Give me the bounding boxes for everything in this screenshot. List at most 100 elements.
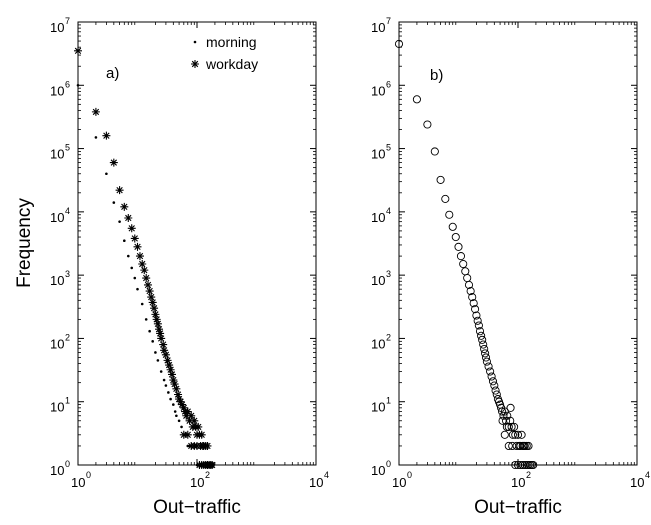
y-tick-label: 10 (371, 273, 385, 288)
data-point-series (459, 259, 468, 269)
data-point-morning (105, 172, 108, 176)
data-point-workday (74, 46, 82, 55)
legend-marker-workday (191, 60, 199, 68)
data-point-workday (174, 390, 183, 399)
y-tick-exponent: 1 (386, 396, 391, 406)
data-point-series (492, 390, 501, 399)
data-point-morning (133, 276, 137, 280)
y-tick-exponent: 2 (386, 332, 391, 342)
x-tick-label: 10 (511, 475, 525, 490)
x-tick-exponent: 0 (407, 470, 412, 480)
data-point-series (502, 422, 511, 431)
data-point-series (478, 335, 487, 344)
x-tick-exponent: 4 (645, 470, 650, 480)
data-point-series (508, 441, 517, 450)
data-point-series (441, 194, 450, 203)
y-tick-exponent: 3 (65, 269, 70, 279)
data-point-workday (169, 376, 178, 385)
data-point-series (504, 441, 513, 450)
data-point-workday (142, 274, 151, 283)
y-tick-label: 10 (50, 463, 64, 478)
y-tick-label: 10 (371, 20, 385, 35)
data-point-workday (163, 356, 172, 365)
y-tick-exponent: 6 (65, 79, 70, 89)
y-tick-label: 10 (371, 336, 385, 351)
data-point-workday (183, 430, 192, 439)
x-tick-labels-b: 10 0 10 2 10 4 (392, 470, 650, 490)
y-axis-label: Frequency (14, 198, 35, 288)
y-tick-label: 10 (50, 273, 64, 288)
data-point-series (481, 349, 490, 358)
data-point-series (529, 460, 538, 470)
data-point-series (480, 344, 489, 354)
data-point-workday (165, 361, 174, 370)
data-point-workday (167, 370, 176, 379)
data-point-workday (140, 266, 149, 275)
y-tick-label: 10 (371, 83, 385, 98)
data-point-workday (127, 224, 136, 233)
data-point-morning (173, 410, 177, 413)
data-point-series (461, 267, 470, 276)
data-point-series (448, 222, 457, 231)
data-points-a (74, 46, 217, 469)
data-point-series (471, 305, 480, 314)
data-point-series (474, 321, 483, 330)
data-point-series (517, 430, 526, 439)
data-point-series (487, 372, 496, 381)
data-point-series (484, 362, 493, 371)
data-point-series (430, 147, 439, 156)
y-tick-exponent: 5 (386, 143, 391, 153)
data-point-series (500, 407, 509, 416)
data-point-series (481, 353, 491, 362)
data-point-workday (166, 365, 175, 374)
data-point-series (412, 95, 421, 104)
data-point-series (499, 411, 508, 420)
legend-label-morning: morning (206, 34, 257, 50)
data-point-series (472, 311, 481, 320)
data-point-morning (94, 136, 98, 139)
data-point-series (466, 287, 475, 296)
data-point-workday (135, 252, 144, 261)
x-axis-label-b: Out−traffic (474, 497, 562, 518)
data-point-morning (126, 254, 130, 258)
x-tick-exponent: 2 (205, 470, 210, 480)
data-point-series (469, 299, 478, 308)
data-point-series (463, 273, 472, 283)
data-point-workday (190, 416, 199, 425)
data-point-series (454, 242, 463, 251)
data-point-workday (133, 242, 142, 251)
plot-frame-a (77, 21, 317, 466)
y-tick-label: 10 (50, 20, 64, 35)
data-point-workday (124, 213, 133, 222)
data-point-workday (143, 280, 152, 289)
tick-marks-b (398, 21, 638, 466)
data-point-series (498, 407, 507, 416)
y-tick-exponent: 4 (65, 206, 70, 216)
y-tick-label: 10 (371, 463, 385, 478)
data-point-morning (169, 397, 172, 401)
x-tick-label: 10 (309, 475, 323, 490)
data-point-series (488, 377, 498, 386)
y-tick-exponent: 7 (65, 16, 70, 26)
data-point-series (394, 39, 404, 48)
y-tick-exponent: 1 (65, 396, 70, 406)
data-point-workday (91, 107, 100, 116)
data-point-series (516, 460, 525, 470)
data-point-morning (162, 378, 166, 382)
y-tick-label: 10 (50, 210, 64, 225)
data-point-workday (176, 397, 185, 406)
data-point-series (504, 422, 513, 431)
legend-label-workday: workday (205, 56, 258, 72)
data-point-workday (208, 461, 217, 469)
data-point-series (498, 416, 507, 425)
data-point-morning (151, 340, 154, 343)
data-point-workday (115, 186, 124, 195)
x-axis-label-a: Out−traffic (153, 497, 241, 518)
data-point-morning (144, 318, 148, 321)
data-point-workday (109, 158, 118, 167)
plot-frame-b (398, 21, 638, 466)
y-tick-exponent: 3 (386, 269, 391, 279)
data-point-series (506, 403, 515, 412)
y-tick-label: 10 (50, 147, 64, 162)
